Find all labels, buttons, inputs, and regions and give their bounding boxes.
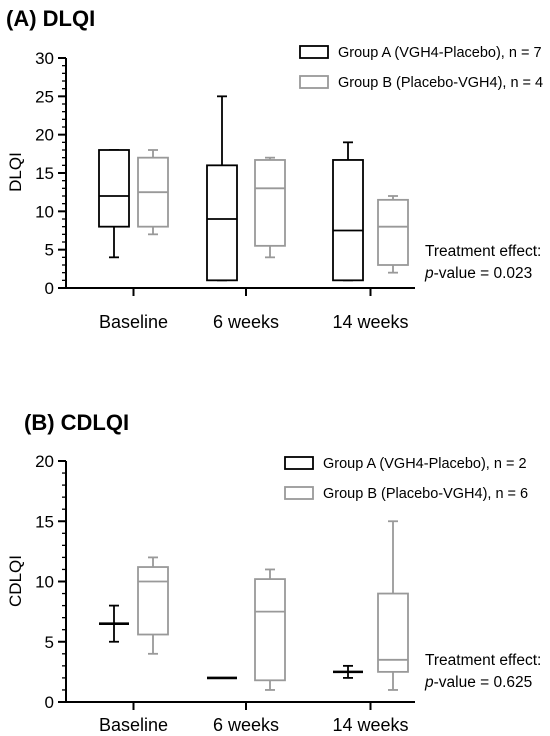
panel-a-p-value: p-value = 0.023 <box>424 265 532 282</box>
panel-b-y-tick-label: 15 <box>35 512 54 531</box>
panel-a-ylabel: DLQI <box>6 152 25 192</box>
panel-b-x-tick-label: 6 weeks <box>213 715 279 735</box>
panel-b-box-series1-14-weeks <box>333 664 363 679</box>
panel-a-box <box>98 149 130 228</box>
panel-a-legend-item-2: Group B (Placebo-VGH4), n = 4 <box>299 75 543 91</box>
panel-a-box-series1-6-weeks <box>206 95 238 282</box>
panel-b-legend-swatch <box>284 456 314 470</box>
panel-a-legend-swatch <box>299 75 329 89</box>
panel-a-legend-label: Group A (VGH4-Placebo), n = 7 <box>338 45 542 61</box>
panel-b-x-tick-label: Baseline <box>99 715 168 735</box>
panel-a-y-tick-label: 25 <box>35 87 54 106</box>
panel-b: (B) CDLQI CDLQI 0 5 10 15 20 Baseline 6 weeks 1… <box>6 410 541 735</box>
panel-b-ylabel: CDLQI <box>6 555 25 607</box>
panel-b-box <box>137 566 169 636</box>
panel-a-box-series1-baseline <box>98 149 130 259</box>
panel-b-legend-item-1: Group A (VGH4-Placebo), n = 2 <box>284 456 527 472</box>
panel-a-x-tick-label: Baseline <box>99 312 168 332</box>
panel-b-title: (B) CDLQI <box>24 410 129 435</box>
panel-a-title: (A) DLQI <box>6 6 95 31</box>
panel-a-box <box>377 198 409 266</box>
panel-a-legend-label: Group B (Placebo-VGH4), n = 4 <box>338 75 543 91</box>
panel-b-p-value: p-value = 0.625 <box>424 674 532 691</box>
panel-a-x-tick-label: 14 weeks <box>332 312 408 332</box>
panel-a-box-series2-14-weeks <box>377 195 409 274</box>
panel-a-axes: 0 5 10 15 20 25 30 Baseline 6 weeks 14 weeks <box>35 49 415 332</box>
panel-a-treatment-effect-label: Treatment effect: <box>425 243 541 260</box>
panel-a-box-series2-baseline <box>137 149 169 236</box>
panel-a-y-tick-label: 0 <box>45 279 54 298</box>
panel-a-box <box>254 159 286 247</box>
panel-a: (A) DLQI DLQI 0 5 10 15 20 25 30 Baseline 6 week… <box>6 6 543 332</box>
panel-b-box-series2-14-weeks <box>377 520 409 691</box>
panel-b-y-tick-label: 10 <box>35 573 54 592</box>
panel-b-boxes <box>99 520 409 691</box>
panel-a-y-tick-label: 10 <box>35 202 54 221</box>
panel-b-y-tick-label: 20 <box>35 452 54 471</box>
panel-b-legend-label: Group B (Placebo-VGH4), n = 6 <box>323 486 528 502</box>
panel-a-y-tick-label: 30 <box>35 49 54 68</box>
panel-b-legend: Group A (VGH4-Placebo), n = 2 Group B (Pl… <box>284 456 528 502</box>
panel-a-y-tick-label: 20 <box>35 126 54 145</box>
panel-b-treatment-effect-label: Treatment effect: <box>425 652 541 669</box>
panel-b-box-series1-baseline <box>99 604 129 643</box>
panel-b-legend-item-2: Group B (Placebo-VGH4), n = 6 <box>284 486 528 502</box>
panel-b-y-tick-label: 5 <box>45 633 54 652</box>
panel-a-legend-item-1: Group A (VGH4-Placebo), n = 7 <box>299 45 542 61</box>
panel-b-box <box>254 578 286 682</box>
panel-a-y-tick-label: 5 <box>45 241 54 260</box>
panel-a-box <box>206 164 238 282</box>
panel-a-boxes <box>98 95 409 282</box>
panel-a-box <box>332 159 364 282</box>
panel-a-x-tick-label: 6 weeks <box>213 312 279 332</box>
panel-b-box-series2-baseline <box>137 556 169 655</box>
panel-b-legend-label: Group A (VGH4-Placebo), n = 2 <box>323 456 527 472</box>
panel-b-x-tick-label: 14 weeks <box>332 715 408 735</box>
panel-a-legend: Group A (VGH4-Placebo), n = 7 Group B (Pl… <box>299 45 543 91</box>
panel-b-axes: 0 5 10 15 20 Baseline 6 weeks 14 weeks <box>35 452 415 735</box>
panel-a-box-series1-14-weeks <box>332 141 364 282</box>
panel-b-box <box>377 592 409 673</box>
panel-b-box-series2-6-weeks <box>254 568 286 691</box>
panel-a-legend-swatch <box>299 45 329 59</box>
panel-a-y-tick-label: 15 <box>35 164 54 183</box>
panel-b-y-tick-label: 0 <box>45 693 54 712</box>
panel-a-box-series2-6-weeks <box>254 156 286 259</box>
panel-b-legend-swatch <box>284 486 314 500</box>
